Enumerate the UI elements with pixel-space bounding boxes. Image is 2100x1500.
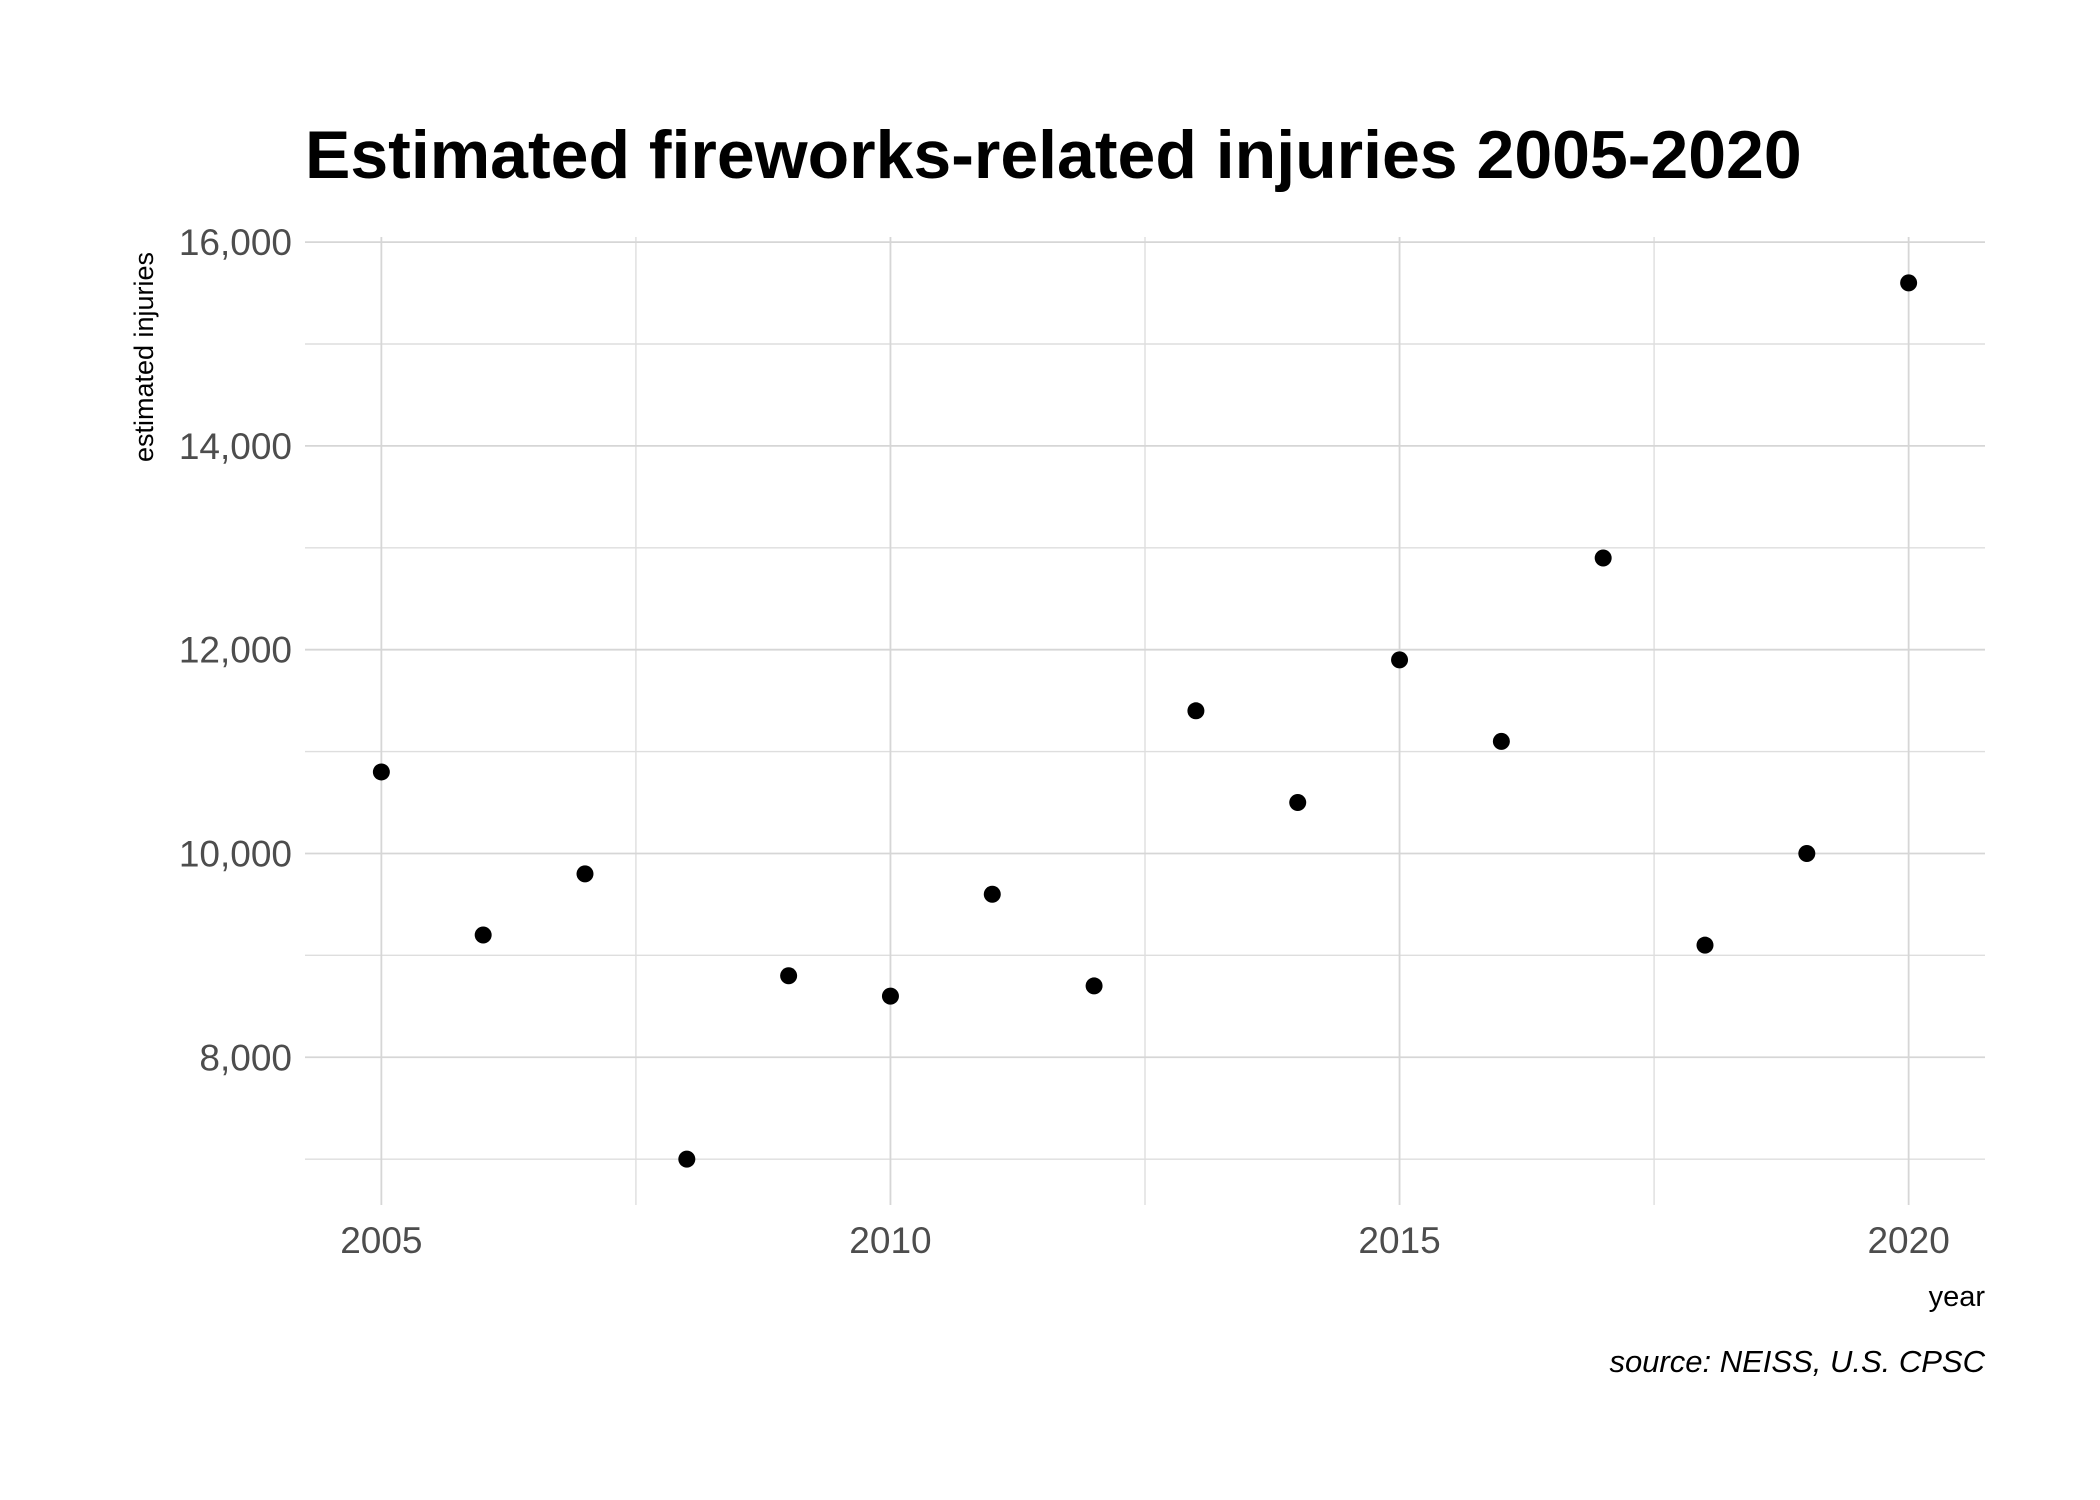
data-point — [474, 926, 492, 944]
data-point — [1696, 936, 1714, 954]
x-tick-label: 2015 — [1358, 1220, 1440, 1261]
chart-caption: source: NEISS, U.S. CPSC — [1609, 1344, 1985, 1379]
y-tick-label: 12,000 — [179, 630, 292, 671]
data-point — [1900, 274, 1918, 292]
data-point — [1594, 549, 1612, 567]
x-tick-label: 2005 — [340, 1220, 422, 1261]
x-tick-label: 2010 — [849, 1220, 931, 1261]
y-tick-label: 16,000 — [179, 222, 292, 263]
x-tick-label: 2020 — [1867, 1220, 1949, 1261]
grid-lines — [305, 237, 1985, 1205]
data-point — [881, 987, 899, 1005]
data-point — [1289, 794, 1307, 812]
x-axis-tick-labels: 2005 2010 2015 2020 — [340, 1220, 1950, 1261]
data-point — [1187, 702, 1205, 720]
data-point — [678, 1150, 696, 1168]
data-point — [780, 967, 798, 985]
data-point — [372, 763, 390, 781]
y-tick-label: 8,000 — [199, 1037, 292, 1078]
chart-title: Estimated fireworks-related injuries 200… — [305, 117, 1802, 193]
data-point — [1085, 977, 1103, 995]
data-point — [1798, 844, 1816, 862]
data-point — [1492, 732, 1510, 750]
data-point — [1391, 651, 1409, 669]
y-tick-label: 10,000 — [179, 833, 292, 874]
data-point — [576, 865, 594, 883]
y-axis-title: estimated injuries — [129, 252, 159, 462]
y-axis-tick-labels: 8,000 10,000 12,000 14,000 16,000 — [179, 222, 292, 1078]
x-axis-title: year — [1929, 1281, 1986, 1313]
data-point — [983, 885, 1001, 903]
y-tick-label: 14,000 — [179, 426, 292, 467]
data-points — [372, 274, 1918, 1168]
